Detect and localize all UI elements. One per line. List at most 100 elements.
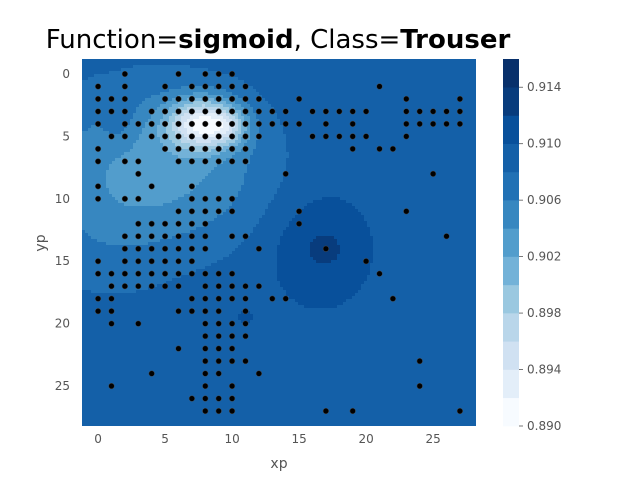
heat-cell bbox=[121, 320, 125, 324]
heat-cell bbox=[169, 215, 173, 219]
heat-cell bbox=[193, 236, 197, 240]
heat-cell bbox=[187, 371, 191, 375]
heat-cell bbox=[94, 137, 98, 141]
heat-cell bbox=[112, 419, 116, 423]
heat-cell bbox=[154, 236, 158, 240]
heat-cell bbox=[115, 389, 119, 393]
heat-cell bbox=[196, 323, 200, 327]
heat-cell bbox=[109, 329, 113, 333]
heat-cell bbox=[112, 191, 116, 195]
heat-cell bbox=[121, 92, 125, 96]
heat-cell bbox=[100, 371, 104, 375]
heat-cell bbox=[85, 425, 89, 426]
heat-cell bbox=[175, 206, 179, 210]
heat-cell bbox=[181, 140, 185, 144]
heat-cell bbox=[145, 128, 149, 132]
heat-cell bbox=[82, 128, 86, 132]
heat-cell bbox=[196, 401, 200, 405]
heat-cell bbox=[181, 404, 185, 408]
heat-cell bbox=[175, 218, 179, 222]
heat-cell bbox=[85, 404, 89, 408]
heat-cell bbox=[163, 128, 167, 132]
heat-cell bbox=[94, 212, 98, 216]
heat-cell bbox=[82, 65, 86, 69]
heat-cell bbox=[187, 290, 191, 294]
heat-cell bbox=[88, 65, 92, 69]
heat-cell bbox=[169, 260, 173, 264]
heat-cell bbox=[199, 272, 203, 276]
heat-cell bbox=[163, 425, 167, 426]
heat-cell bbox=[160, 308, 164, 312]
heat-cell bbox=[148, 305, 152, 309]
heat-cell bbox=[130, 62, 134, 66]
heat-cell bbox=[121, 263, 125, 267]
heat-cell bbox=[166, 137, 170, 141]
heat-cell bbox=[82, 188, 86, 192]
heat-cell bbox=[142, 131, 146, 135]
heat-cell bbox=[85, 137, 89, 141]
heat-cell bbox=[112, 122, 116, 126]
heat-cell bbox=[169, 203, 173, 207]
heat-cell bbox=[100, 218, 104, 222]
heat-cell bbox=[100, 89, 104, 93]
heat-cell bbox=[199, 140, 203, 144]
heat-cell bbox=[103, 401, 107, 405]
heat-cell bbox=[103, 134, 107, 138]
heat-cell bbox=[139, 149, 143, 153]
heat-cell bbox=[118, 131, 122, 135]
heat-cell bbox=[181, 353, 185, 357]
heat-cell bbox=[85, 197, 89, 201]
heat-cell bbox=[187, 224, 191, 228]
heat-cell bbox=[172, 311, 176, 315]
heat-cell bbox=[124, 242, 128, 246]
heat-cell bbox=[133, 125, 137, 129]
heat-cell bbox=[181, 347, 185, 351]
heat-cell bbox=[196, 227, 200, 231]
heat-cell bbox=[199, 158, 203, 162]
heat-cell bbox=[160, 176, 164, 180]
heat-cell bbox=[130, 158, 134, 162]
heat-cell bbox=[82, 233, 86, 237]
heat-cell bbox=[169, 275, 173, 279]
heat-cell bbox=[121, 389, 125, 393]
heat-cell bbox=[133, 263, 137, 267]
heat-cell bbox=[160, 242, 164, 246]
heat-cell bbox=[145, 299, 149, 303]
heat-cell bbox=[139, 317, 143, 321]
heat-cell bbox=[163, 359, 167, 363]
heat-cell bbox=[184, 98, 188, 102]
heat-cell bbox=[154, 263, 158, 267]
heat-cell bbox=[196, 293, 200, 297]
heat-cell bbox=[121, 239, 125, 243]
heat-cell bbox=[163, 209, 167, 213]
heat-cell bbox=[97, 212, 101, 216]
heat-cell bbox=[178, 302, 182, 306]
heat-cell bbox=[154, 182, 158, 186]
heat-cell bbox=[94, 179, 98, 183]
heat-cell bbox=[133, 224, 137, 228]
heat-cell bbox=[142, 368, 146, 372]
heat-cell bbox=[145, 383, 149, 387]
heat-cell bbox=[133, 176, 137, 180]
heat-cell bbox=[139, 152, 143, 156]
heat-cell bbox=[175, 119, 179, 123]
heat-cell bbox=[94, 224, 98, 228]
heat-cell bbox=[163, 410, 167, 414]
heat-cell bbox=[91, 167, 95, 171]
heat-cell bbox=[145, 368, 149, 372]
heat-cell bbox=[148, 290, 152, 294]
heat-cell bbox=[157, 65, 161, 69]
heat-cell bbox=[100, 212, 104, 216]
heat-cell bbox=[172, 302, 176, 306]
heat-cell bbox=[94, 125, 98, 129]
heat-cell bbox=[169, 392, 173, 396]
heat-cell bbox=[106, 290, 110, 294]
heat-cell bbox=[124, 341, 128, 345]
heat-cell bbox=[145, 95, 149, 99]
heat-cell bbox=[112, 248, 116, 252]
heat-cell bbox=[157, 152, 161, 156]
heat-cell bbox=[100, 233, 104, 237]
heat-cell bbox=[130, 218, 134, 222]
heat-cell bbox=[166, 419, 170, 423]
heat-cell bbox=[94, 188, 98, 192]
